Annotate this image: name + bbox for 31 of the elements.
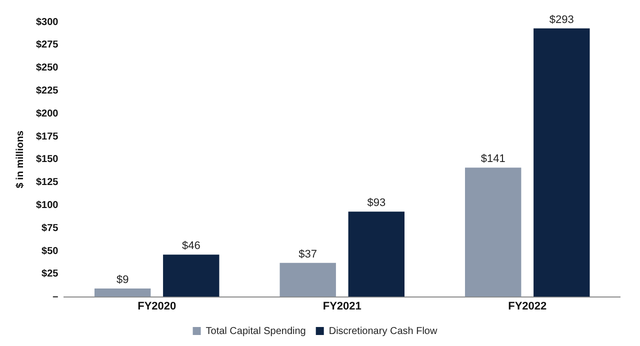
y-tick-label: $75 bbox=[42, 222, 59, 234]
legend-label: Total Capital Spending bbox=[206, 326, 306, 337]
y-tick-label: $100 bbox=[36, 200, 59, 211]
y-tick-label: $225 bbox=[36, 85, 59, 96]
y-tick-label: $25 bbox=[42, 268, 59, 280]
data-label: $46 bbox=[182, 240, 200, 252]
data-label: $9 bbox=[116, 274, 129, 286]
x-tick-label: FY2022 bbox=[508, 300, 547, 312]
y-tick-label: $175 bbox=[36, 131, 59, 142]
legend-label: Discretionary Cash Flow bbox=[328, 326, 438, 337]
x-tick-label: FY2021 bbox=[322, 300, 362, 312]
y-tick-label: $250 bbox=[36, 62, 59, 74]
data-label: $293 bbox=[549, 14, 574, 26]
data-label: $93 bbox=[367, 197, 386, 210]
data-label: $141 bbox=[480, 153, 506, 166]
data-label: $37 bbox=[298, 248, 318, 260]
bar bbox=[465, 168, 522, 297]
bar bbox=[534, 28, 590, 297]
y-tick-label: $200 bbox=[36, 108, 59, 120]
y-tick-label: $150 bbox=[36, 154, 59, 166]
y-tick-label: $300 bbox=[36, 16, 59, 28]
x-tick-label: FY2020 bbox=[138, 300, 176, 312]
y-tick-label: $275 bbox=[36, 40, 59, 51]
y-tick-label: $125 bbox=[36, 177, 59, 188]
y-axis-title: $ in millions bbox=[14, 130, 26, 188]
y-tick-label: – bbox=[52, 292, 59, 303]
bar bbox=[280, 262, 336, 297]
bar bbox=[348, 212, 404, 297]
y-tick-label: $50 bbox=[42, 246, 59, 257]
bar bbox=[94, 288, 151, 297]
bar bbox=[163, 254, 220, 297]
